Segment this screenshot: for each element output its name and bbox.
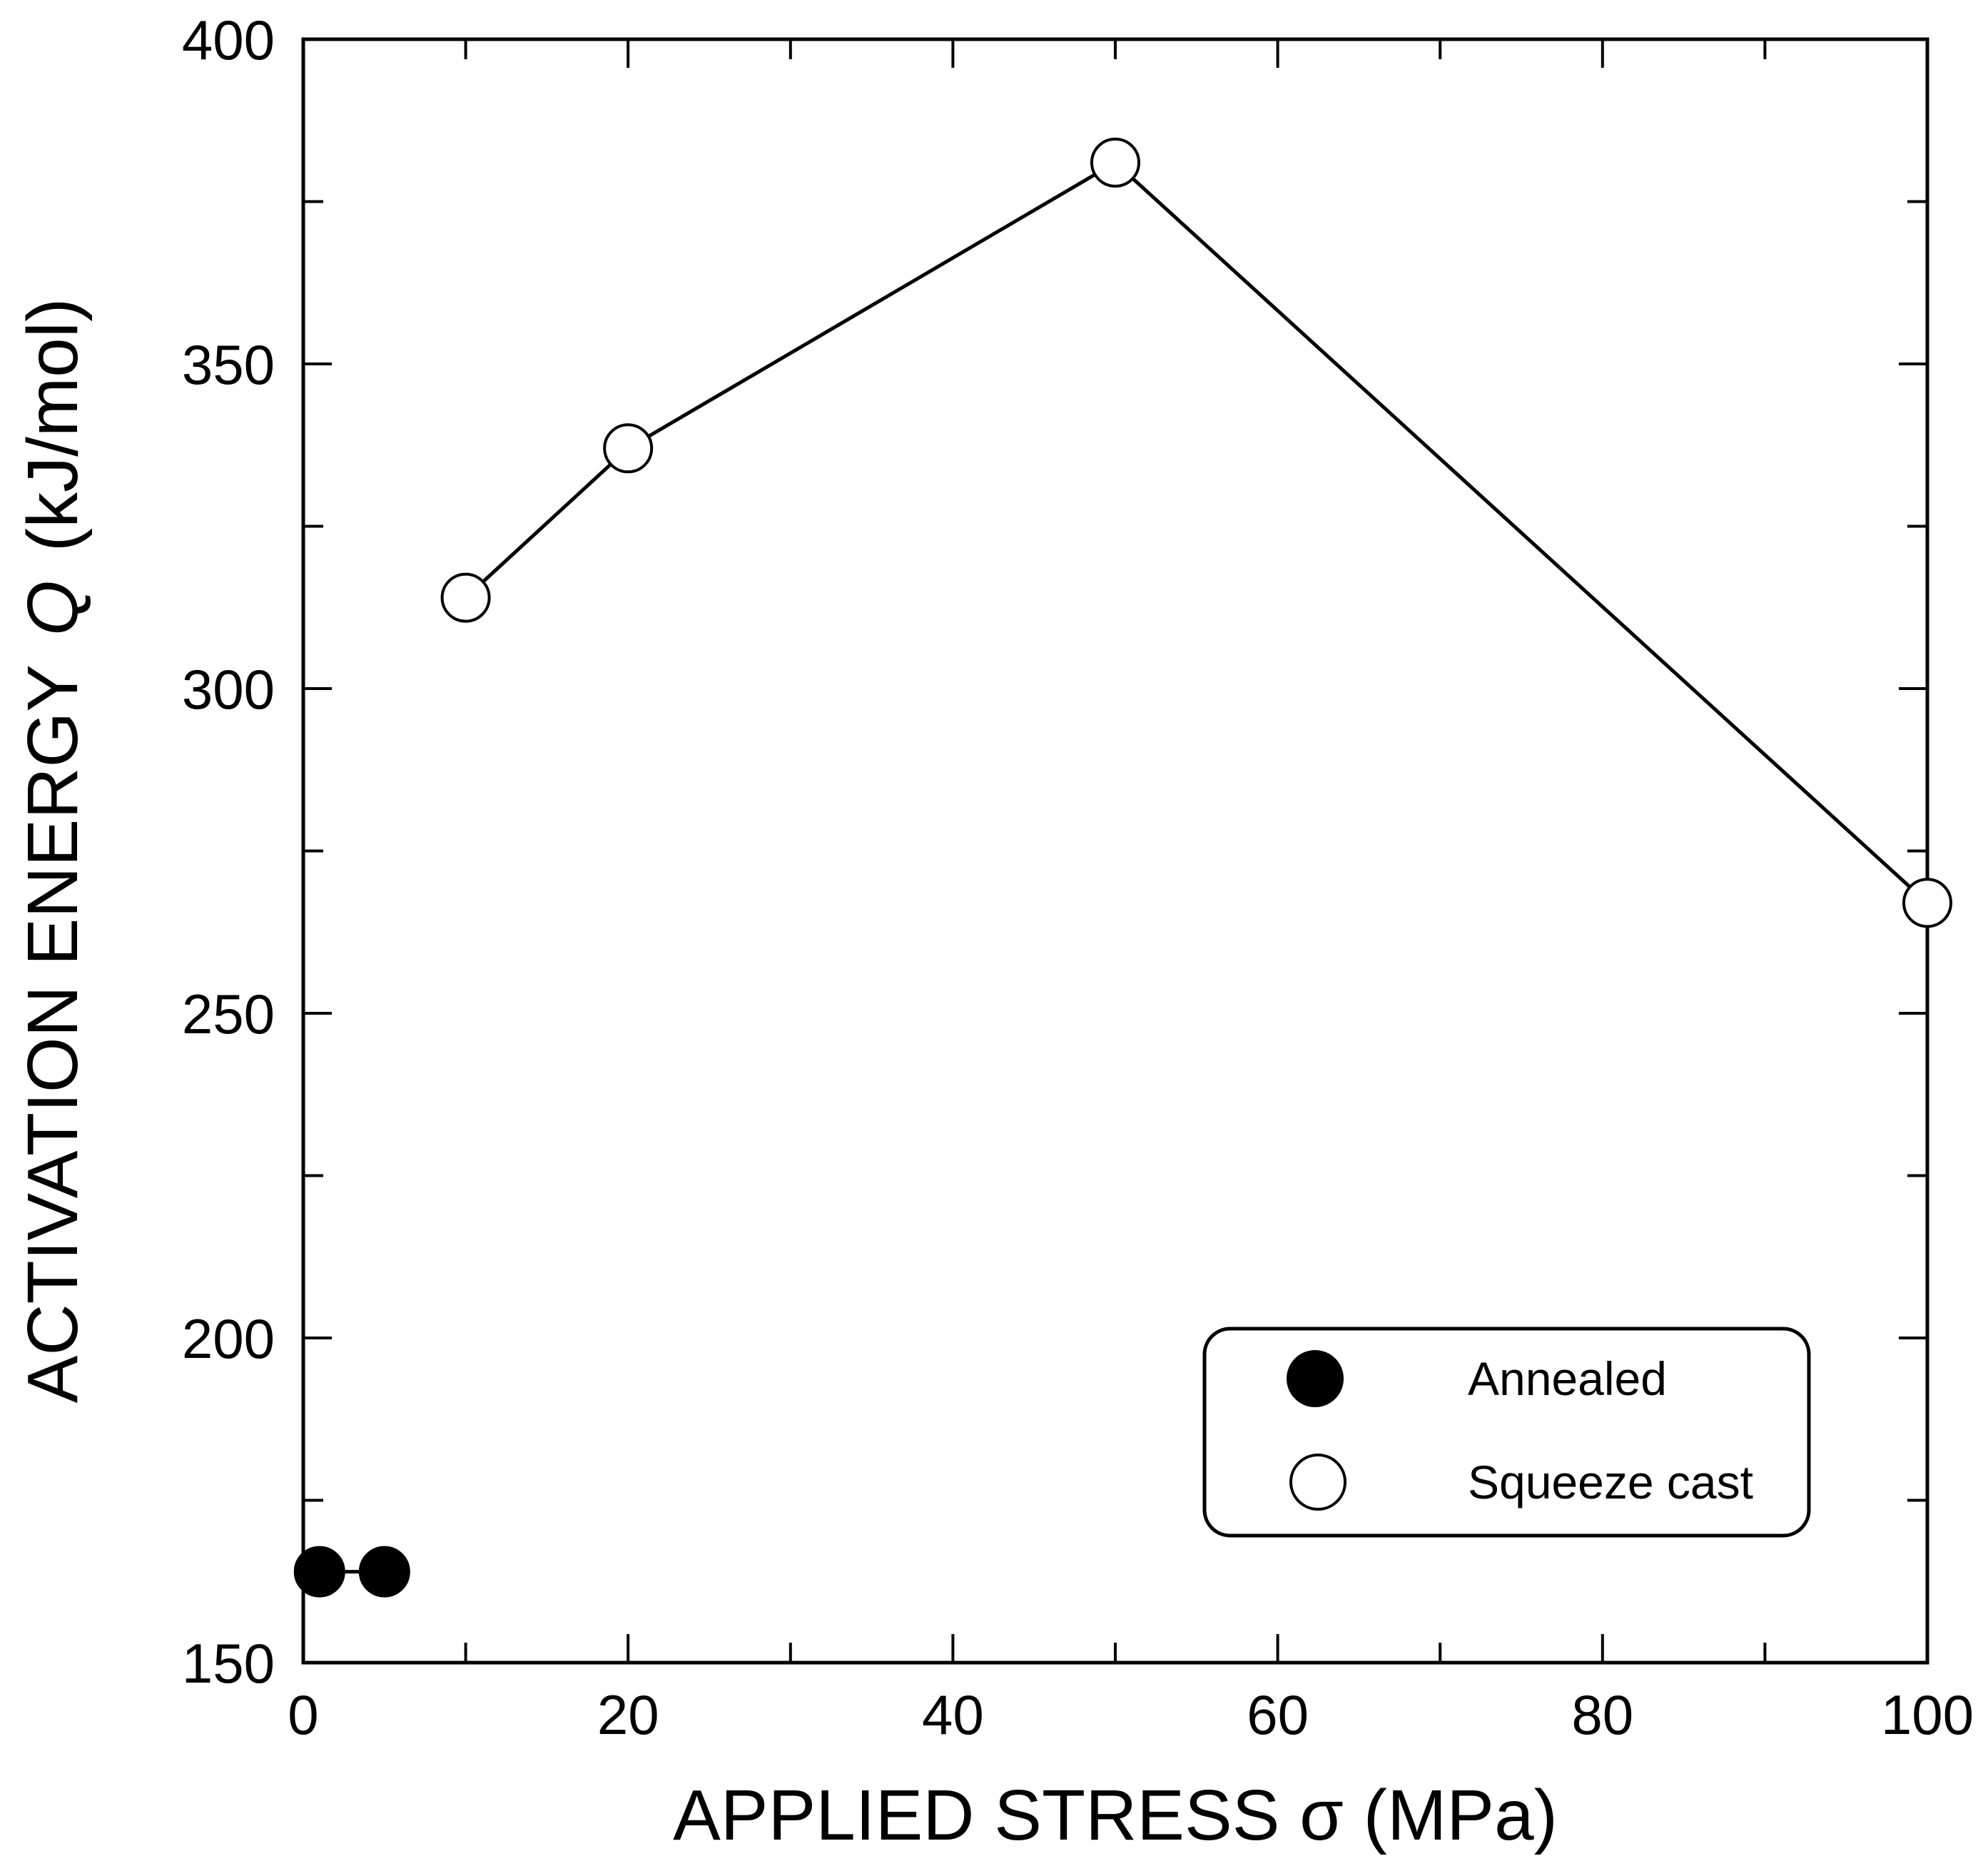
legend-box [1202, 1327, 1811, 1538]
x-tick-label: 40 [922, 1683, 984, 1746]
legend-label-squeeze-cast: Squeeze cast [1468, 1456, 1753, 1508]
data-series [293, 137, 1952, 1598]
x-tick-label: 0 [288, 1683, 318, 1746]
x-tick-label: 80 [1571, 1683, 1633, 1746]
data-point [1902, 878, 1952, 928]
legend-marker-squeeze-cast [1289, 1454, 1347, 1511]
data-point [1090, 137, 1140, 188]
data-point [440, 572, 491, 623]
y-axis-title-prefix: ACTIVATION ENERGY [13, 664, 93, 1403]
y-tick-label: 300 [182, 658, 275, 721]
y-axis-title-symbol: Q [13, 580, 93, 636]
y-tick-label: 400 [182, 9, 275, 71]
x-tick-label: 100 [1881, 1683, 1974, 1746]
data-point [293, 1546, 345, 1598]
x-axis-title: APPLIED STRESS σ (MPa) [673, 1775, 1558, 1855]
legend: Annealed Squeeze cast [1202, 1327, 1811, 1538]
series-line-1 [464, 160, 1929, 905]
y-axis-title: ACTIVATION ENERGY Q (kJ/mol) [13, 298, 93, 1404]
data-point [358, 1546, 410, 1598]
y-tick-label: 200 [182, 1307, 275, 1370]
data-point [603, 423, 654, 474]
x-tick-label: 20 [597, 1683, 659, 1746]
axis-ticks [302, 38, 1929, 1664]
legend-label-annealed: Annealed [1468, 1352, 1667, 1405]
y-tick-label: 150 [182, 1632, 275, 1695]
legend-marker-annealed [1287, 1350, 1344, 1407]
y-axis-title-unit: (kJ/mol) [13, 298, 93, 552]
y-tick-label: 250 [182, 983, 275, 1045]
x-tick-label: 60 [1247, 1683, 1309, 1746]
y-tick-label: 350 [182, 333, 275, 396]
tick-labels: 0 20 40 60 80 100 150 200 250 300 350 400 [182, 9, 1974, 1746]
